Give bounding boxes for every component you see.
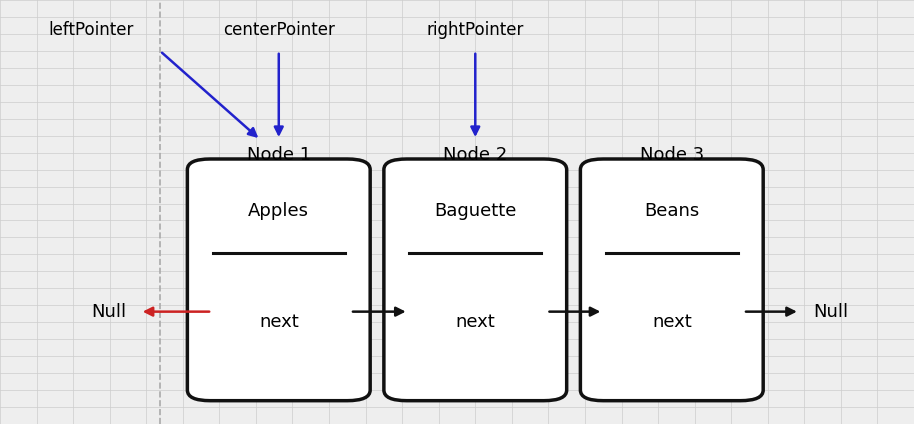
Text: centerPointer: centerPointer bbox=[223, 21, 335, 39]
Text: next: next bbox=[455, 313, 495, 331]
Text: Null: Null bbox=[91, 303, 126, 321]
Text: Apples: Apples bbox=[249, 203, 309, 220]
Text: Baguette: Baguette bbox=[434, 203, 516, 220]
Text: leftPointer: leftPointer bbox=[48, 21, 134, 39]
FancyBboxPatch shape bbox=[384, 159, 567, 401]
Text: Node 3: Node 3 bbox=[640, 146, 704, 164]
Text: Beans: Beans bbox=[644, 203, 699, 220]
Text: next: next bbox=[652, 313, 692, 331]
FancyBboxPatch shape bbox=[187, 159, 370, 401]
FancyBboxPatch shape bbox=[580, 159, 763, 401]
Text: Node 1: Node 1 bbox=[247, 146, 311, 164]
Text: Null: Null bbox=[813, 303, 848, 321]
Text: rightPointer: rightPointer bbox=[427, 21, 524, 39]
Text: next: next bbox=[259, 313, 299, 331]
Text: Node 2: Node 2 bbox=[443, 146, 507, 164]
